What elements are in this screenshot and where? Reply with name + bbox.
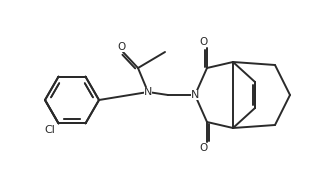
Text: Cl: Cl bbox=[44, 125, 55, 135]
Text: O: O bbox=[199, 143, 207, 153]
Text: N: N bbox=[144, 87, 152, 97]
Text: N: N bbox=[191, 90, 199, 100]
Text: O: O bbox=[117, 42, 125, 52]
Text: O: O bbox=[199, 37, 207, 47]
